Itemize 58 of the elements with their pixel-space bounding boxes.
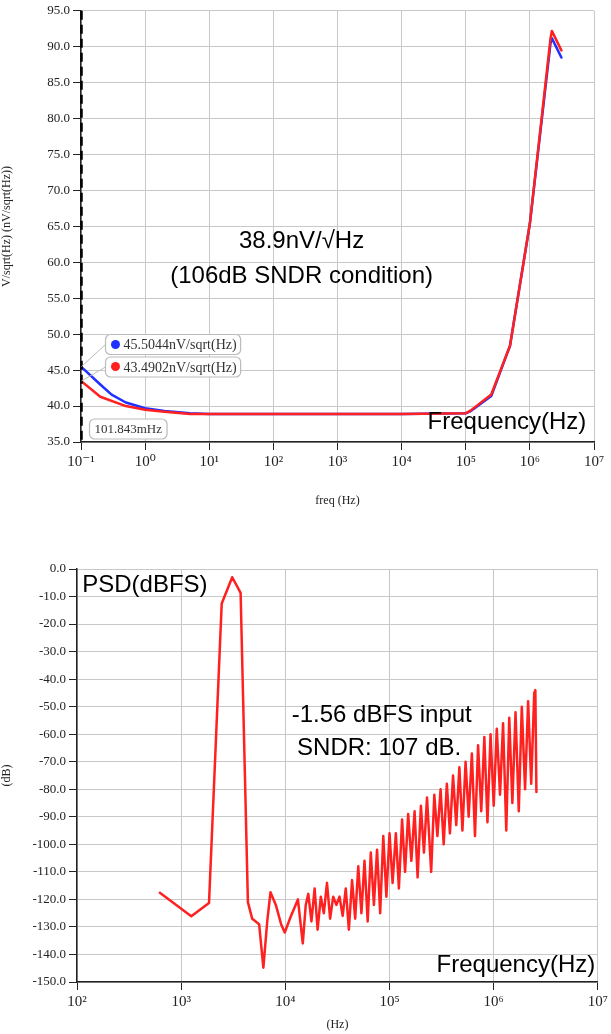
y-tick-label: 95.0 bbox=[47, 2, 70, 18]
x-tick-label: 10⁵ bbox=[455, 452, 476, 469]
x-axis-title: (Hz) bbox=[326, 1016, 349, 1031]
annotation: -1.56 dBFS input bbox=[291, 700, 473, 728]
x-tick-label: 10⁵ bbox=[379, 992, 400, 1009]
annotation: 45.5044nV/sqrt(Hz) bbox=[123, 337, 237, 354]
y-tick-label: -90.0 bbox=[38, 808, 66, 824]
x-tick-label: 10⁶ bbox=[519, 452, 540, 469]
x-tick-label: 10⁶ bbox=[483, 992, 504, 1009]
y-tick-label: -10.0 bbox=[38, 587, 66, 603]
annotation: PSD(dBFS) bbox=[82, 570, 208, 598]
y-tick-label: 40.0 bbox=[47, 397, 70, 413]
y-tick-label: 85.0 bbox=[47, 74, 70, 90]
x-tick-label: 10³ bbox=[171, 992, 192, 1009]
x-tick-label: 10⁴ bbox=[391, 452, 412, 469]
y-axis-title: (dB) bbox=[0, 764, 14, 787]
x-tick-label: 10⁰ bbox=[134, 452, 156, 469]
y-tick-label: -50.0 bbox=[38, 698, 66, 714]
y-tick-label: -130.0 bbox=[32, 918, 66, 934]
y-tick-label: 75.0 bbox=[47, 145, 70, 161]
y-tick-label: 90.0 bbox=[47, 38, 70, 54]
y-tick-label: -120.0 bbox=[32, 890, 66, 906]
y-tick-label: -40.0 bbox=[38, 670, 66, 686]
y-tick-label: 45.0 bbox=[47, 361, 70, 377]
x-tick-label: 10¹ bbox=[199, 452, 219, 469]
x-tick-label: 10³ bbox=[327, 452, 348, 469]
x-axis-title: freq (Hz) bbox=[315, 492, 360, 507]
y-tick-label: 60.0 bbox=[47, 253, 70, 269]
y-tick-label: -80.0 bbox=[38, 780, 66, 796]
x-tick-label: 10² bbox=[67, 992, 88, 1009]
y-tick-label: -30.0 bbox=[38, 643, 66, 659]
annotation: (106dB SNDR condition) bbox=[170, 260, 433, 288]
y-tick-label: -20.0 bbox=[38, 615, 66, 631]
y-tick-label: 55.0 bbox=[47, 289, 70, 305]
x-tick-label: 10⁷ bbox=[587, 992, 608, 1009]
ref-line-label: 101.843mHz bbox=[94, 421, 163, 437]
y-tick-label: 50.0 bbox=[47, 325, 70, 341]
annotation: 38.9nV/√Hz bbox=[238, 226, 365, 254]
x-tick-label: 10² bbox=[263, 452, 284, 469]
y-tick-label: 65.0 bbox=[47, 217, 70, 233]
y-tick-label: 0.0 bbox=[49, 560, 66, 576]
y-tick-label: -150.0 bbox=[32, 973, 66, 989]
y-tick-label: -110.0 bbox=[32, 863, 66, 879]
annotation: Frequency(Hz) bbox=[436, 950, 596, 978]
y-tick-label: -60.0 bbox=[38, 725, 66, 741]
y-tick-label: -100.0 bbox=[32, 835, 66, 851]
annotation: Frequency(Hz) bbox=[427, 407, 587, 435]
y-axis-title: V/sqrt(Hz) (nV/sqrt(Hz)) bbox=[0, 165, 14, 287]
y-tick-label: -140.0 bbox=[32, 945, 66, 961]
annotation: SNDR: 107 dB. bbox=[297, 733, 462, 761]
x-tick-label: 10⁻¹ bbox=[67, 452, 95, 469]
x-tick-label: 10⁷ bbox=[583, 452, 605, 469]
y-tick-label: 80.0 bbox=[47, 110, 70, 126]
y-tick-label: -70.0 bbox=[38, 753, 66, 769]
annotation: 43.4902nV/sqrt(Hz) bbox=[123, 359, 237, 376]
y-tick-label: 35.0 bbox=[47, 433, 70, 449]
x-tick-label: 10⁴ bbox=[275, 992, 296, 1009]
y-tick-label: 70.0 bbox=[47, 181, 70, 197]
